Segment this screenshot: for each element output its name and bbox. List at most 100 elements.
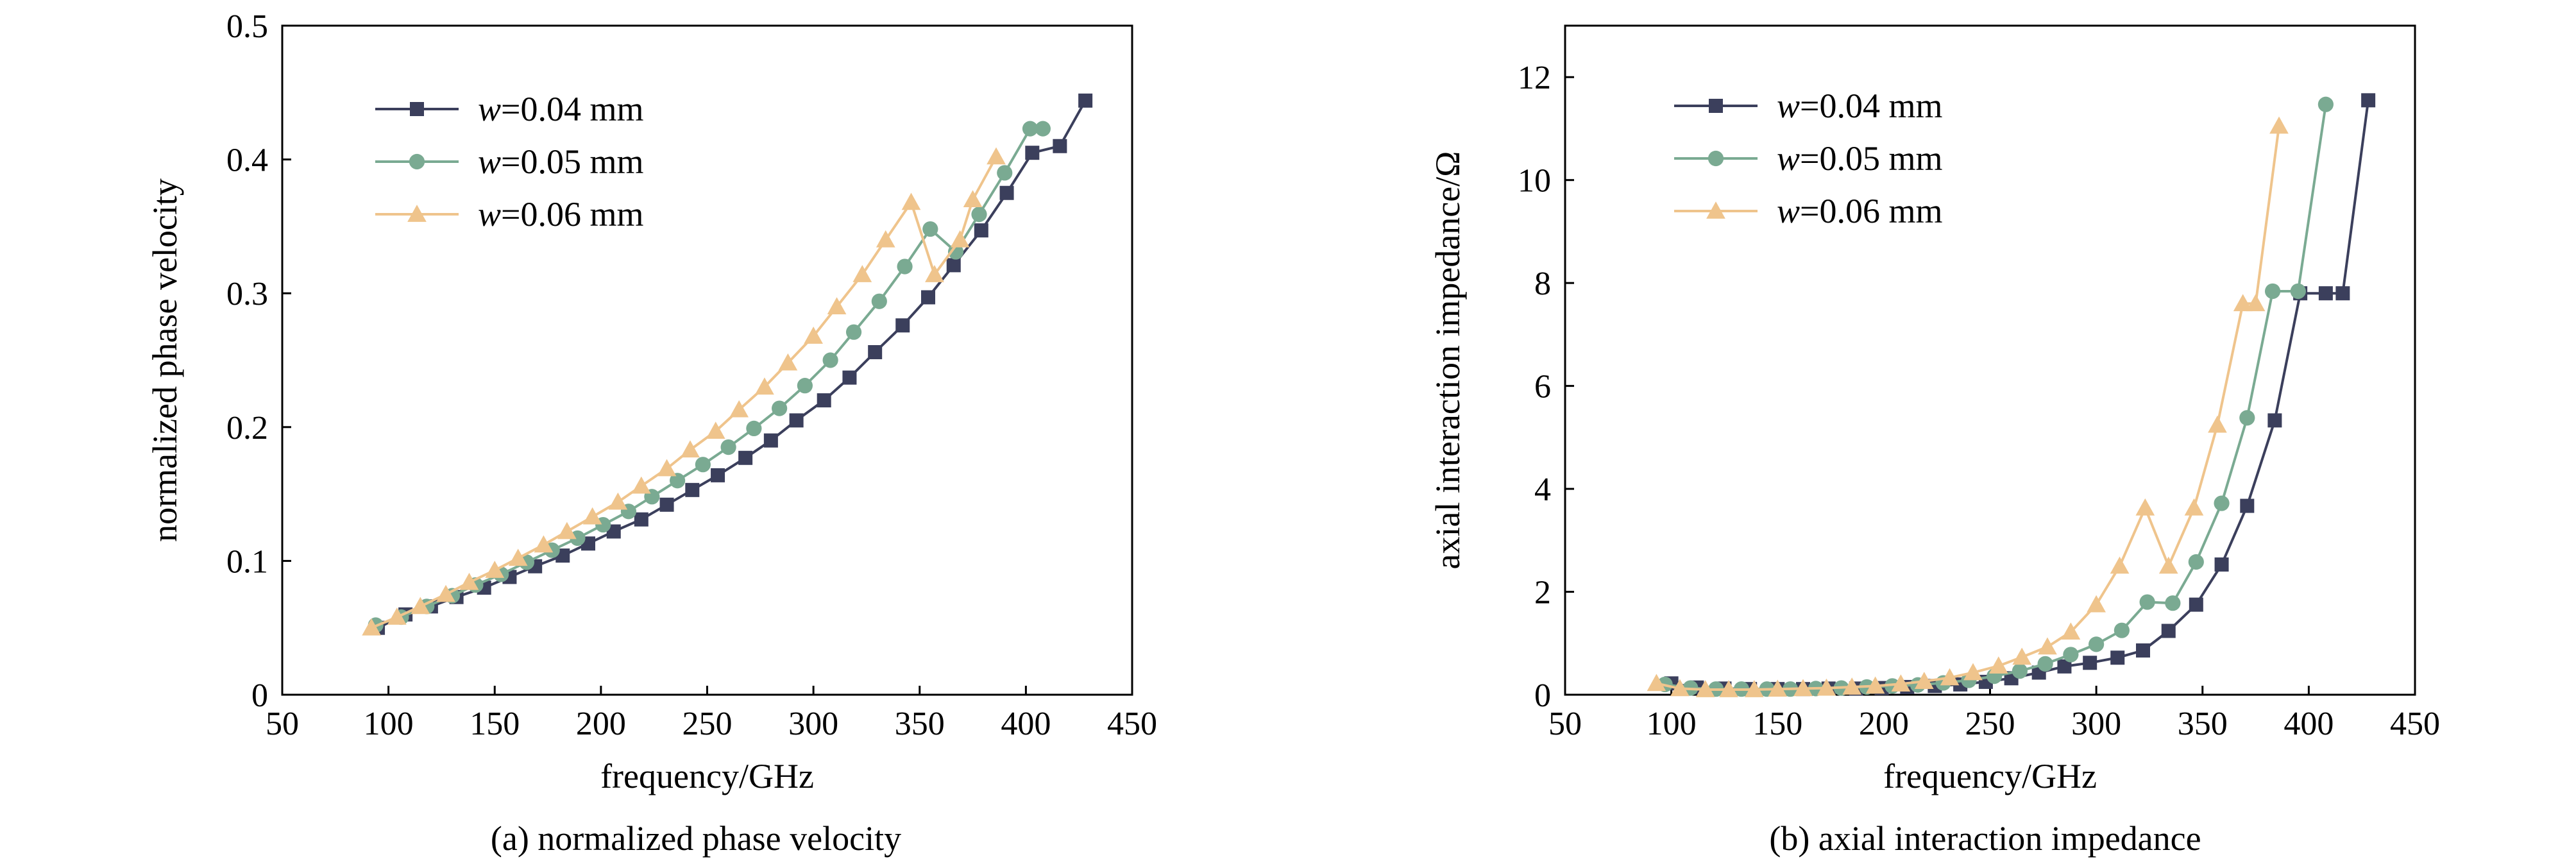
panel-caption: (a) normalized phase velocity xyxy=(491,819,901,858)
data-point xyxy=(963,190,983,208)
legend-entry: w=0.05 mm xyxy=(1674,139,1943,178)
y-tick-label: 0.4 xyxy=(226,142,268,179)
x-tick-label: 50 xyxy=(266,706,299,742)
data-point xyxy=(738,450,753,465)
legend-label-variable: w xyxy=(478,142,501,181)
data-point xyxy=(876,230,895,248)
data-point xyxy=(1793,679,1813,697)
data-point xyxy=(362,618,381,636)
data-point xyxy=(534,535,554,553)
data-point xyxy=(2208,415,2227,433)
legend-entry: w=0.04 mm xyxy=(375,90,644,128)
data-point xyxy=(2110,556,2130,574)
x-tick-label: 150 xyxy=(1752,706,1802,742)
data-point xyxy=(2063,647,2079,663)
data-point xyxy=(763,433,778,448)
x-tick-label: 350 xyxy=(2178,706,2228,742)
data-point xyxy=(2290,283,2306,300)
data-point xyxy=(631,476,651,494)
x-tick-label: 450 xyxy=(1107,706,1157,742)
plot-frame xyxy=(281,24,1133,696)
y-axis-label: axial interaction impedance/Ω xyxy=(1428,151,1467,570)
legend-marker xyxy=(410,102,424,116)
legend-label-value: =0.05 mm xyxy=(501,142,643,181)
data-point xyxy=(2318,96,2334,112)
data-point xyxy=(868,344,883,359)
data-point xyxy=(2037,656,2053,672)
x-axis-label: frequency/GHz xyxy=(600,757,814,795)
data-point xyxy=(842,370,857,385)
data-point xyxy=(2361,93,2376,108)
y-tick-label: 0 xyxy=(251,677,268,714)
series-3 xyxy=(1647,116,2289,697)
y-tick-label: 4 xyxy=(1534,471,1551,508)
data-point xyxy=(845,324,862,340)
data-point xyxy=(720,439,736,455)
data-point xyxy=(2165,595,2181,611)
legend-label-value: =0.06 mm xyxy=(1800,192,1942,230)
data-point xyxy=(411,597,430,615)
legend-marker xyxy=(1707,150,1724,167)
data-point xyxy=(1695,680,1715,697)
x-tick-label: 50 xyxy=(1548,706,1582,742)
data-point xyxy=(1768,679,1788,697)
data-point xyxy=(2214,495,2230,511)
x-tick-label: 100 xyxy=(1647,706,1697,742)
y-tick-label: 8 xyxy=(1534,266,1551,302)
data-point xyxy=(999,185,1014,200)
data-point xyxy=(1963,663,1983,681)
legend-marker xyxy=(409,153,425,170)
data-point xyxy=(387,607,407,625)
data-point xyxy=(436,584,455,602)
data-point xyxy=(789,413,804,428)
data-point xyxy=(1891,674,1911,692)
data-point xyxy=(2135,498,2155,516)
data-point xyxy=(971,207,987,223)
data-point xyxy=(2158,556,2178,574)
series-line xyxy=(377,99,1087,629)
data-point xyxy=(1988,656,2008,674)
legend-label-value: =0.06 mm xyxy=(501,195,643,233)
data-point xyxy=(557,522,577,539)
data-point xyxy=(2246,294,2266,312)
data-point xyxy=(485,561,505,578)
x-tick-label: 450 xyxy=(2390,706,2440,742)
legend-marker xyxy=(1706,201,1725,219)
legend-entry: w=0.06 mm xyxy=(375,195,644,233)
x-tick-label: 200 xyxy=(576,706,626,742)
legend-label-value: =0.05 mm xyxy=(1800,139,1942,178)
legend-label: w=0.04 mm xyxy=(478,90,644,128)
series-1 xyxy=(1664,93,2376,697)
y-tick-label: 0.3 xyxy=(226,276,268,312)
data-point xyxy=(2267,413,2282,428)
data-point xyxy=(2083,656,2097,670)
data-point xyxy=(897,259,913,275)
data-point xyxy=(895,318,910,333)
data-point xyxy=(695,457,711,473)
data-point xyxy=(2089,636,2105,652)
data-point xyxy=(1078,93,1093,108)
data-point xyxy=(946,258,961,273)
data-point xyxy=(1022,121,1038,137)
data-point xyxy=(947,244,964,260)
data-point xyxy=(1035,121,1051,137)
legend-entry: w=0.05 mm xyxy=(375,142,644,181)
data-point xyxy=(922,221,938,237)
data-point xyxy=(2269,116,2289,134)
data-point xyxy=(606,524,621,539)
series-2 xyxy=(1657,96,2334,697)
series-3 xyxy=(362,147,1006,636)
legend-label-variable: w xyxy=(1777,139,1800,178)
data-point xyxy=(657,459,677,477)
data-point xyxy=(755,377,774,395)
data-point xyxy=(508,548,528,566)
legend-label-variable: w xyxy=(478,195,501,233)
data-point xyxy=(1025,146,1040,160)
data-point xyxy=(2161,624,2176,638)
y-tick-label: 2 xyxy=(1534,575,1551,611)
legend-label-variable: w xyxy=(1777,87,1800,125)
data-point xyxy=(950,230,970,248)
y-tick-label: 6 xyxy=(1534,369,1551,405)
data-point xyxy=(2240,498,2255,513)
